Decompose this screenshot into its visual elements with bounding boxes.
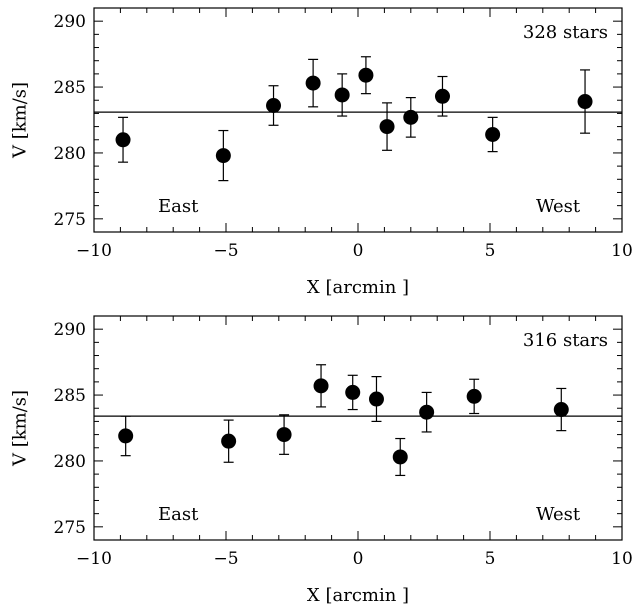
point-marker [115, 132, 131, 148]
y-tick-label: 280 [54, 452, 86, 472]
data-point [215, 129, 231, 182]
point-marker [358, 67, 374, 83]
east-label: East [158, 196, 199, 217]
data-point [345, 374, 361, 411]
x-axis-label: X [arcmin ] [307, 585, 409, 606]
data-point [115, 116, 131, 163]
data-point [403, 96, 419, 138]
point-marker [485, 126, 501, 142]
y-tick-label: 285 [54, 386, 86, 406]
point-marker [334, 87, 350, 103]
x-tick-label: 5 [485, 549, 496, 569]
data-point [276, 414, 292, 455]
data-point [358, 56, 374, 95]
y-tick-label: 290 [54, 320, 86, 340]
y-tick-label: 275 [54, 518, 86, 538]
x-tick-label: 10 [611, 549, 632, 569]
x-tick-label: 0 [353, 549, 364, 569]
y-tick-label: 280 [54, 144, 86, 164]
y-tick-label: 290 [54, 12, 86, 32]
point-marker [577, 94, 593, 110]
data-point [434, 75, 450, 117]
data-point [466, 378, 482, 415]
point-marker [221, 433, 237, 449]
panel-top: −10 −5 0 5 10 275 280 285 290 X [arcmin ] V [km/s]… [10, 7, 632, 298]
panel-bottom: −10 −5 0 5 10 275 280 285 290 X [arcmin ] V [km/s]… [10, 315, 632, 606]
point-marker [215, 148, 231, 164]
y-tick-label: 285 [54, 78, 86, 98]
data-point [392, 437, 408, 477]
x-axis-label: X [arcmin ] [307, 277, 409, 298]
point-marker [118, 428, 134, 444]
data-point [368, 376, 384, 423]
point-marker [419, 404, 435, 420]
data-point [334, 73, 350, 117]
data-point [485, 116, 501, 153]
x-tick-label: 0 [353, 241, 364, 261]
y-axis-label: V [km/s] [10, 82, 31, 159]
point-marker [466, 388, 482, 404]
point-marker [379, 119, 395, 135]
star-count-label: 316 stars [523, 330, 608, 351]
x-tick-label: −10 [76, 549, 112, 569]
y-axis-label: V [km/s] [10, 390, 31, 467]
x-tick-label: −5 [213, 549, 238, 569]
data-point [305, 58, 321, 108]
point-marker [392, 449, 408, 465]
point-marker [553, 402, 569, 418]
data-point [379, 102, 395, 151]
data-point [577, 69, 593, 134]
point-marker [266, 98, 282, 114]
point-marker [345, 384, 361, 400]
data-point [266, 85, 282, 126]
data-point [313, 364, 329, 408]
star-count-label: 328 stars [523, 22, 608, 43]
west-label: West [536, 196, 581, 217]
point-marker [276, 427, 292, 443]
point-marker [368, 391, 384, 407]
x-tick-label: −10 [76, 241, 112, 261]
point-marker [305, 75, 321, 91]
point-marker [313, 378, 329, 394]
y-tick-label: 275 [54, 210, 86, 230]
x-tick-label: 5 [485, 241, 496, 261]
west-label: West [536, 504, 581, 525]
data-point [419, 391, 435, 433]
x-tick-label: 10 [611, 241, 632, 261]
data-point [553, 387, 569, 432]
point-marker [434, 88, 450, 104]
x-tick-label: −5 [213, 241, 238, 261]
east-label: East [158, 504, 199, 525]
point-marker [403, 109, 419, 125]
data-point [221, 419, 237, 463]
data-point [118, 415, 134, 457]
